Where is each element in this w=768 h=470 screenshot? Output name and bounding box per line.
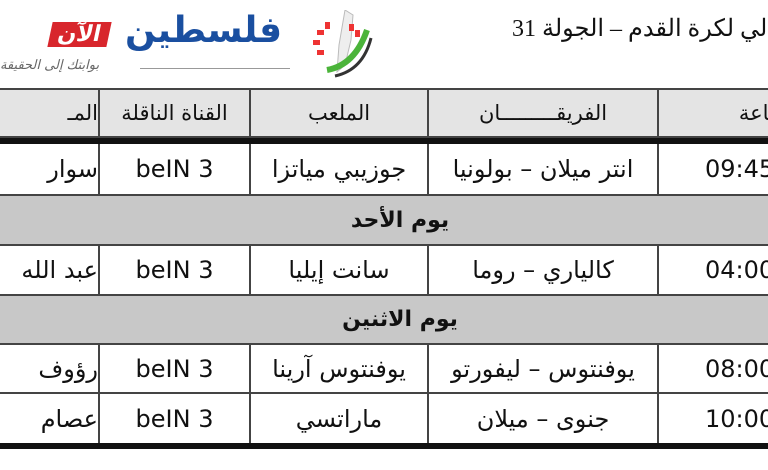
logo-badge: الآن <box>47 22 112 47</box>
teams-cell: يوفنتوس – ليفورتو <box>427 345 657 392</box>
channel-cell: beIN 3 <box>98 394 249 443</box>
channel-cell: beIN 3 <box>98 144 249 194</box>
stadium-cell: ماراتسي <box>249 394 427 443</box>
teams-cell: انتر ميلان – بولونيا <box>427 144 657 194</box>
header-teams: الفريقـــــــــان <box>427 90 657 136</box>
header-stadium: الملعب <box>249 90 427 136</box>
stadium-cell: يوفنتوس آرينا <box>249 345 427 392</box>
table-header: المـ القناة الناقلة الملعب الفريقـــــــ… <box>0 88 768 138</box>
divider <box>0 443 768 449</box>
logo-tagline: بوابتك إلى الحقيقة <box>0 58 100 73</box>
page-title: الي لكرة القدم – الجولة 31 <box>512 16 768 42</box>
table-row: سوار beIN 3 جوزيبي مياتزا انتر ميلان – ب… <box>0 144 768 196</box>
referee-cell: سوار <box>0 144 98 194</box>
table-row: عبد الله beIN 3 سانت إيليا كالياري – روم… <box>0 246 768 296</box>
header-channel: القناة الناقلة <box>98 90 249 136</box>
header-referee: المـ <box>0 90 98 136</box>
time-cell: 09:45 <box>657 144 768 194</box>
logo-name: فلسطين <box>125 10 283 51</box>
header-time: الساعة <box>657 90 768 136</box>
referee-cell: رؤوف <box>0 345 98 392</box>
map-emblem-icon <box>313 10 373 78</box>
referee-cell: عبد الله <box>0 246 98 294</box>
logo: فلسطين الآن بوابتك إلى الحقيقة <box>0 10 390 80</box>
channel-cell: beIN 3 <box>98 345 249 392</box>
teams-cell: كالياري – روما <box>427 246 657 294</box>
time-cell: 08:00 <box>657 345 768 392</box>
time-cell: 04:00 <box>657 246 768 294</box>
channel-cell: beIN 3 <box>98 246 249 294</box>
referee-cell: عصام <box>0 394 98 443</box>
table-row: رؤوف beIN 3 يوفنتوس آرينا يوفنتوس – ليفو… <box>0 345 768 394</box>
day-row: يوم الاثنين <box>0 296 768 345</box>
day-row: يوم الأحد <box>0 196 768 246</box>
divider <box>0 138 768 144</box>
divider <box>140 68 290 69</box>
table-row: عصام beIN 3 ماراتسي جنوى – ميلان 10:00 <box>0 394 768 443</box>
teams-cell: جنوى – ميلان <box>427 394 657 443</box>
stadium-cell: سانت إيليا <box>249 246 427 294</box>
stadium-cell: جوزيبي مياتزا <box>249 144 427 194</box>
time-cell: 10:00 <box>657 394 768 443</box>
